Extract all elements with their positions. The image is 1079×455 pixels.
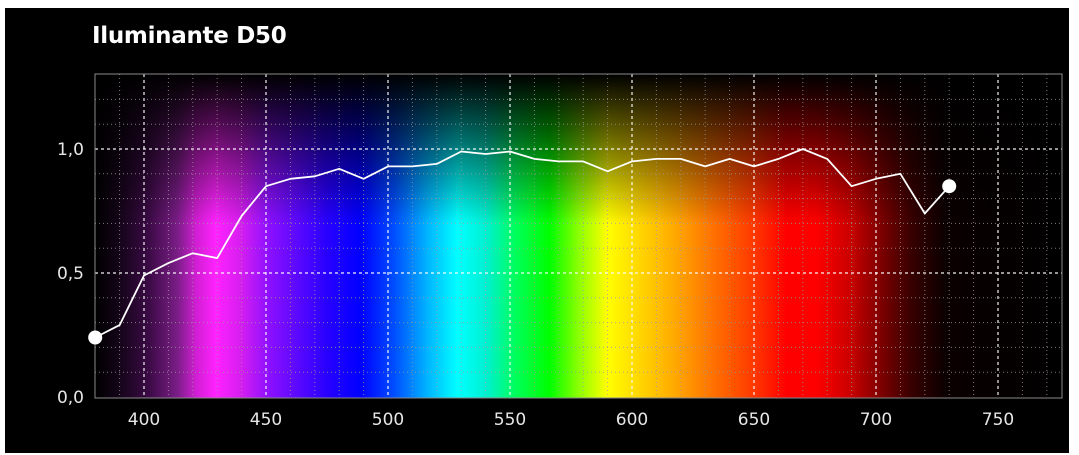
- x-tick-label: 650: [738, 410, 770, 430]
- series-endpoint: [942, 179, 957, 194]
- series-layer: [88, 148, 957, 345]
- x-tick-label: 400: [128, 410, 160, 430]
- chart-title: Iluminante D50: [92, 23, 287, 49]
- x-tick-label: 450: [250, 410, 282, 430]
- x-tick-label: 500: [372, 410, 404, 430]
- series-line: [94, 148, 950, 339]
- y-tick-label: 1,0: [57, 140, 84, 160]
- x-tick-label: 700: [860, 410, 892, 430]
- tick-labels: 400 450 500 550 600 650 700 750 0,0 0,5 1,0: [57, 140, 1014, 430]
- series-endpoint: [88, 330, 103, 345]
- x-tick-label: 600: [616, 410, 648, 430]
- y-tick-label: 0,0: [57, 388, 84, 408]
- x-tick-label: 550: [494, 410, 526, 430]
- x-tick-label: 750: [982, 410, 1014, 430]
- grid: [95, 74, 1062, 398]
- plot-border: [94, 73, 1063, 399]
- y-tick-label: 0,5: [57, 264, 84, 284]
